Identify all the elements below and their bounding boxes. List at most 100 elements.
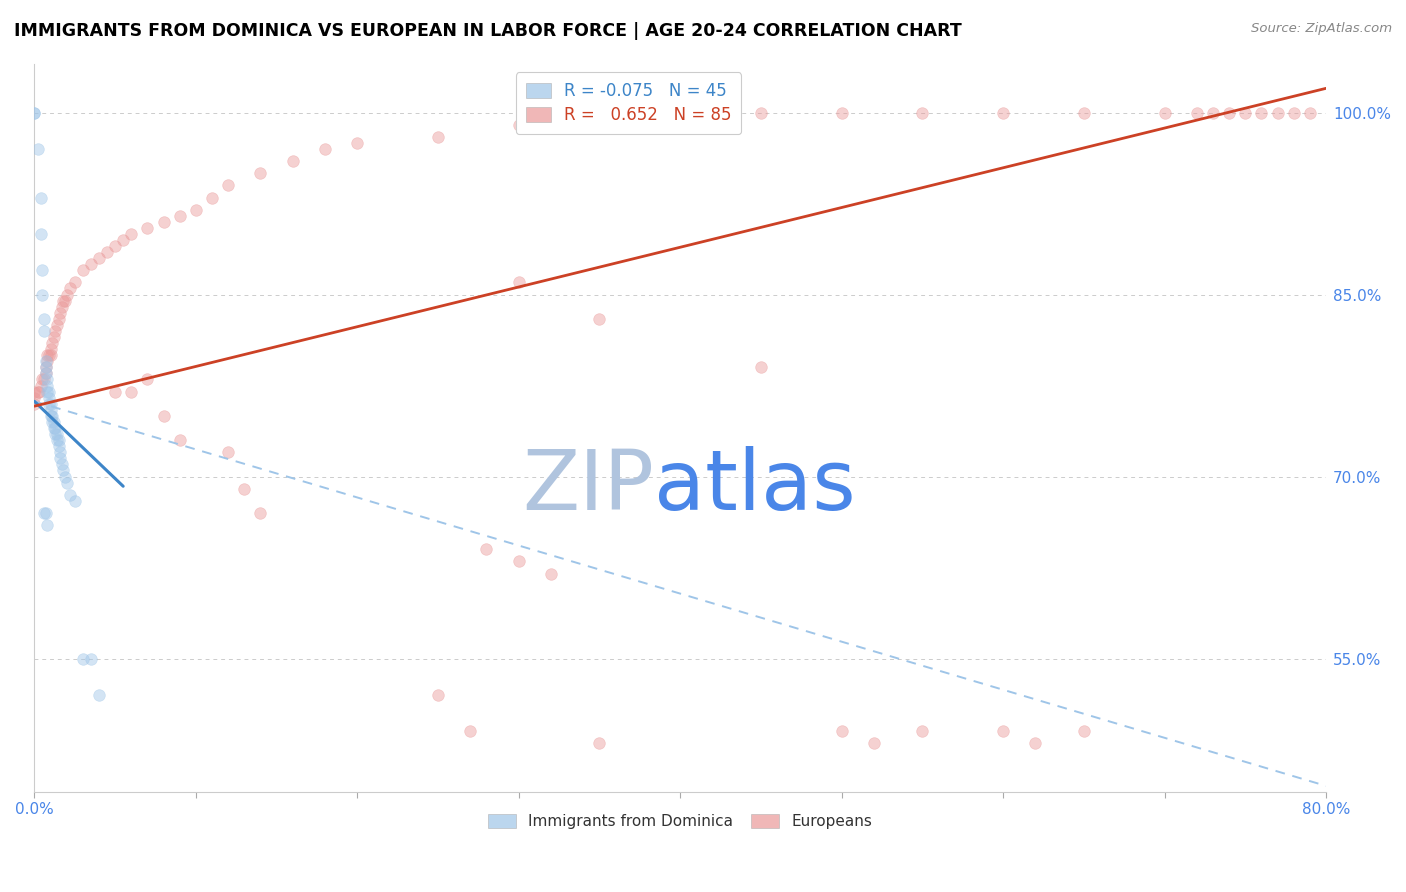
Point xyxy=(39,409,62,423)
Point xyxy=(80,651,103,665)
Point xyxy=(48,439,70,453)
Point xyxy=(38,348,60,362)
Point xyxy=(87,688,110,702)
Point xyxy=(112,233,135,247)
Point xyxy=(217,178,239,193)
Point xyxy=(863,736,886,750)
Point xyxy=(48,433,70,447)
Point xyxy=(46,433,69,447)
Point xyxy=(30,227,52,241)
Text: ZIP: ZIP xyxy=(523,446,654,527)
Point xyxy=(1299,105,1322,120)
Point xyxy=(1282,105,1305,120)
Point xyxy=(588,736,610,750)
Point xyxy=(44,427,66,442)
Point xyxy=(59,488,82,502)
Point xyxy=(44,421,66,435)
Point xyxy=(22,384,45,399)
Point xyxy=(991,105,1014,120)
Point xyxy=(52,463,75,477)
Point xyxy=(22,397,45,411)
Point xyxy=(540,566,562,581)
Point xyxy=(201,190,224,204)
Point xyxy=(37,518,59,533)
Point xyxy=(281,154,304,169)
Point xyxy=(38,384,60,399)
Point xyxy=(136,220,159,235)
Legend: Immigrants from Dominica, Europeans: Immigrants from Dominica, Europeans xyxy=(482,808,879,835)
Point xyxy=(44,324,66,338)
Point xyxy=(39,348,62,362)
Point xyxy=(184,202,207,217)
Point xyxy=(31,263,53,277)
Point xyxy=(152,215,174,229)
Point xyxy=(38,397,60,411)
Point xyxy=(63,493,86,508)
Point xyxy=(911,724,934,739)
Point xyxy=(30,378,52,392)
Point xyxy=(169,209,191,223)
Point xyxy=(38,391,60,405)
Point xyxy=(314,142,336,156)
Point xyxy=(831,105,853,120)
Point xyxy=(427,688,450,702)
Point xyxy=(749,360,772,375)
Point xyxy=(31,372,53,386)
Point xyxy=(1234,105,1257,120)
Point xyxy=(588,311,610,326)
Point xyxy=(37,378,59,392)
Point xyxy=(32,324,55,338)
Point xyxy=(27,384,49,399)
Point xyxy=(233,482,256,496)
Point xyxy=(1024,736,1046,750)
Point xyxy=(136,372,159,386)
Point xyxy=(217,445,239,459)
Point xyxy=(1202,105,1225,120)
Point xyxy=(53,293,76,308)
Point xyxy=(51,458,73,472)
Point xyxy=(249,166,271,180)
Point xyxy=(104,239,127,253)
Point xyxy=(34,354,56,368)
Point xyxy=(55,287,77,301)
Point xyxy=(31,287,53,301)
Point xyxy=(475,542,498,557)
Point xyxy=(51,300,73,314)
Point xyxy=(22,105,45,120)
Point xyxy=(27,142,49,156)
Point xyxy=(42,421,65,435)
Point xyxy=(34,360,56,375)
Point xyxy=(32,506,55,520)
Point xyxy=(22,391,45,405)
Point xyxy=(55,475,77,490)
Point xyxy=(911,105,934,120)
Point xyxy=(1218,105,1240,120)
Point xyxy=(53,469,76,483)
Point xyxy=(46,427,69,442)
Point xyxy=(42,330,65,344)
Point xyxy=(49,306,72,320)
Point xyxy=(1073,105,1095,120)
Point xyxy=(28,384,51,399)
Point xyxy=(37,372,59,386)
Point xyxy=(588,105,610,120)
Point xyxy=(427,129,450,144)
Point xyxy=(169,433,191,447)
Point xyxy=(39,397,62,411)
Point xyxy=(120,227,142,241)
Point xyxy=(72,263,94,277)
Point xyxy=(1073,724,1095,739)
Point xyxy=(460,724,482,739)
Point xyxy=(59,281,82,295)
Point xyxy=(46,318,69,332)
Point xyxy=(41,336,63,351)
Point xyxy=(1153,105,1175,120)
Point xyxy=(346,136,368,150)
Point xyxy=(87,251,110,265)
Text: atlas: atlas xyxy=(654,446,856,527)
Point xyxy=(1267,105,1289,120)
Point xyxy=(120,384,142,399)
Point xyxy=(49,451,72,466)
Point xyxy=(52,293,75,308)
Point xyxy=(41,409,63,423)
